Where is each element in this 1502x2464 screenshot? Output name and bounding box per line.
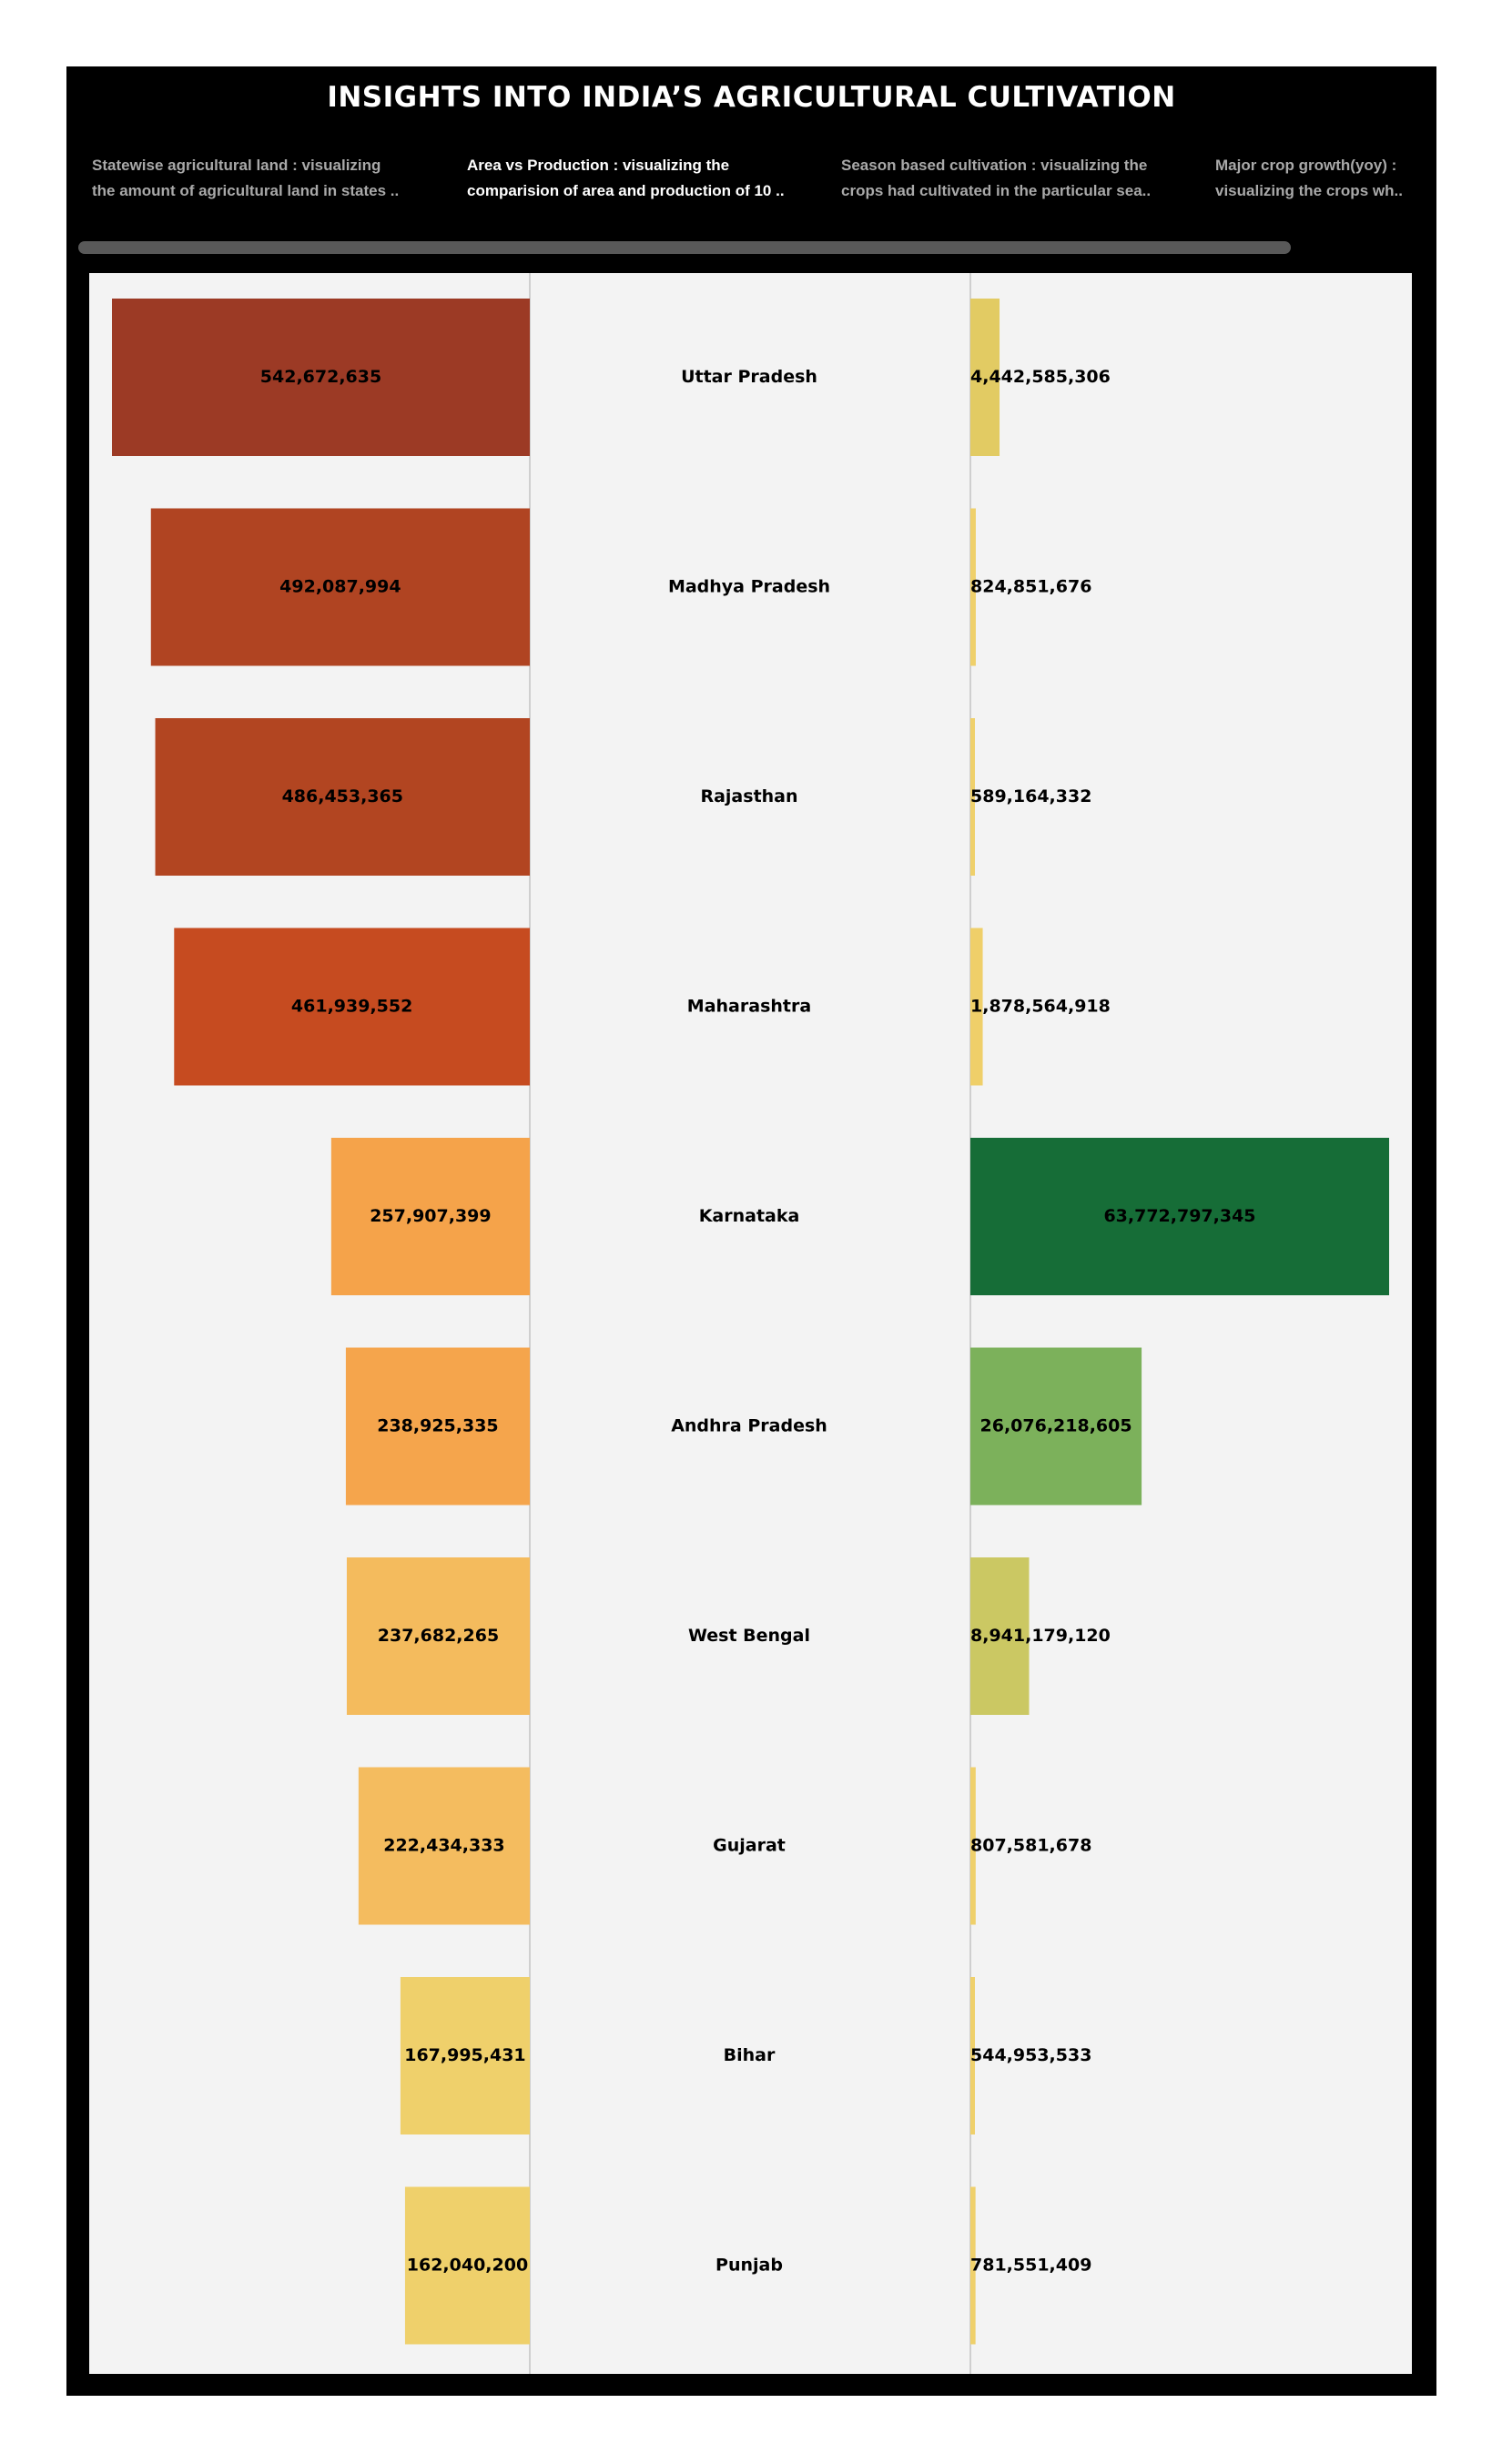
area-value-label: 237,682,265 (378, 1626, 499, 1646)
area-bar[interactable] (155, 718, 530, 876)
production-value-label: 807,581,678 (970, 1836, 1091, 1856)
dashboard-container: INSIGHTS INTO INDIA’S AGRICULTURAL CULTI… (66, 66, 1436, 2396)
butterfly-bar-chart: 542,672,635 Uttar Pradesh 4,442,585,306 492… (112, 273, 1389, 2374)
story-tab-line: Season based cultivation : visualizing t… (841, 157, 1148, 174)
area-bar[interactable] (112, 299, 530, 456)
production-bar[interactable] (970, 299, 1000, 456)
area-value-label: 238,925,335 (377, 1416, 498, 1436)
story-tab-area-vs-production[interactable]: Area vs Production : visualizing the com… (467, 153, 817, 204)
production-value-label: 544,953,533 (970, 2045, 1091, 2065)
area-bar[interactable] (346, 1557, 530, 1715)
area-bar[interactable] (330, 1138, 530, 1295)
production-value-label: 8,941,179,120 (970, 1626, 1111, 1646)
area-value-label: 167,995,431 (404, 2045, 525, 2065)
state-label: Rajasthan (700, 786, 797, 806)
story-tab-season-cultivation[interactable]: Season based cultivation : visualizing t… (841, 153, 1192, 204)
area-bar[interactable] (174, 928, 530, 1086)
production-value-label: 1,878,564,918 (970, 997, 1111, 1017)
production-bar[interactable] (970, 1977, 975, 2134)
story-tab-line: Area vs Production : visualizing the (467, 157, 730, 174)
production-value-label: 824,851,676 (970, 577, 1091, 597)
story-tab-line: the amount of agricultural land in state… (92, 182, 400, 199)
story-tab-major-crop-growth[interactable]: Major crop growth(yoy) : visualizing the… (1215, 153, 1425, 204)
production-value-label: 26,076,218,605 (980, 1416, 1132, 1436)
area-value-label: 257,907,399 (370, 1206, 491, 1226)
production-bar[interactable] (970, 1767, 976, 1925)
dashboard-title: INSIGHTS INTO INDIA’S AGRICULTURAL CULTI… (327, 81, 1176, 114)
state-label: Maharashtra (687, 997, 811, 1017)
production-bar[interactable] (970, 2186, 976, 2345)
area-value-label: 222,434,333 (383, 1836, 504, 1856)
production-bar[interactable] (970, 718, 975, 876)
state-label: Karnataka (699, 1206, 800, 1226)
area-bar[interactable] (404, 2186, 530, 2345)
state-label: Bihar (724, 2045, 776, 2065)
story-tab-line: crops had cultivated in the particular s… (841, 182, 1152, 199)
scrollbar-thumb[interactable] (78, 241, 1291, 254)
chart-panel: 542,672,635 Uttar Pradesh 4,442,585,306 492… (89, 273, 1412, 2374)
story-tab-line: comparision of area and production of 10… (467, 182, 785, 199)
production-value-label: 781,551,409 (970, 2256, 1091, 2276)
area-value-label: 461,939,552 (291, 997, 412, 1017)
state-label: Andhra Pradesh (671, 1416, 827, 1436)
story-tab-line: Major crop growth(yoy) : (1215, 157, 1397, 174)
state-label: Madhya Pradesh (668, 577, 830, 597)
state-label: West Bengal (688, 1626, 810, 1646)
area-bar[interactable] (345, 1347, 530, 1506)
production-value-label: 63,772,797,345 (1103, 1206, 1255, 1226)
area-value-label: 542,672,635 (260, 367, 381, 387)
area-bar[interactable] (150, 508, 530, 666)
production-value-label: 589,164,332 (970, 786, 1091, 806)
story-tab-line: Statewise agricultural land : visualizin… (92, 157, 381, 174)
production-bar[interactable] (970, 1557, 1030, 1715)
production-bar[interactable] (970, 508, 976, 666)
story-tab-line: visualizing the crops wh.. (1215, 182, 1403, 199)
production-value-label: 4,442,585,306 (970, 367, 1111, 387)
production-bar[interactable] (970, 928, 983, 1086)
state-label: Uttar Pradesh (681, 367, 817, 387)
state-label: Punjab (715, 2256, 783, 2276)
state-label: Gujarat (713, 1836, 786, 1856)
production-bar[interactable] (970, 1347, 1142, 1506)
area-value-label: 492,087,994 (279, 577, 401, 597)
area-value-label: 162,040,200 (407, 2256, 528, 2276)
area-bar[interactable] (400, 1977, 530, 2134)
story-tab-statewise-land[interactable]: Statewise agricultural land : visualizin… (92, 153, 442, 204)
story-scrollbar[interactable] (78, 241, 1421, 254)
area-value-label: 486,453,365 (282, 786, 403, 806)
area-bar[interactable] (358, 1767, 530, 1925)
production-bar[interactable] (970, 1138, 1389, 1295)
